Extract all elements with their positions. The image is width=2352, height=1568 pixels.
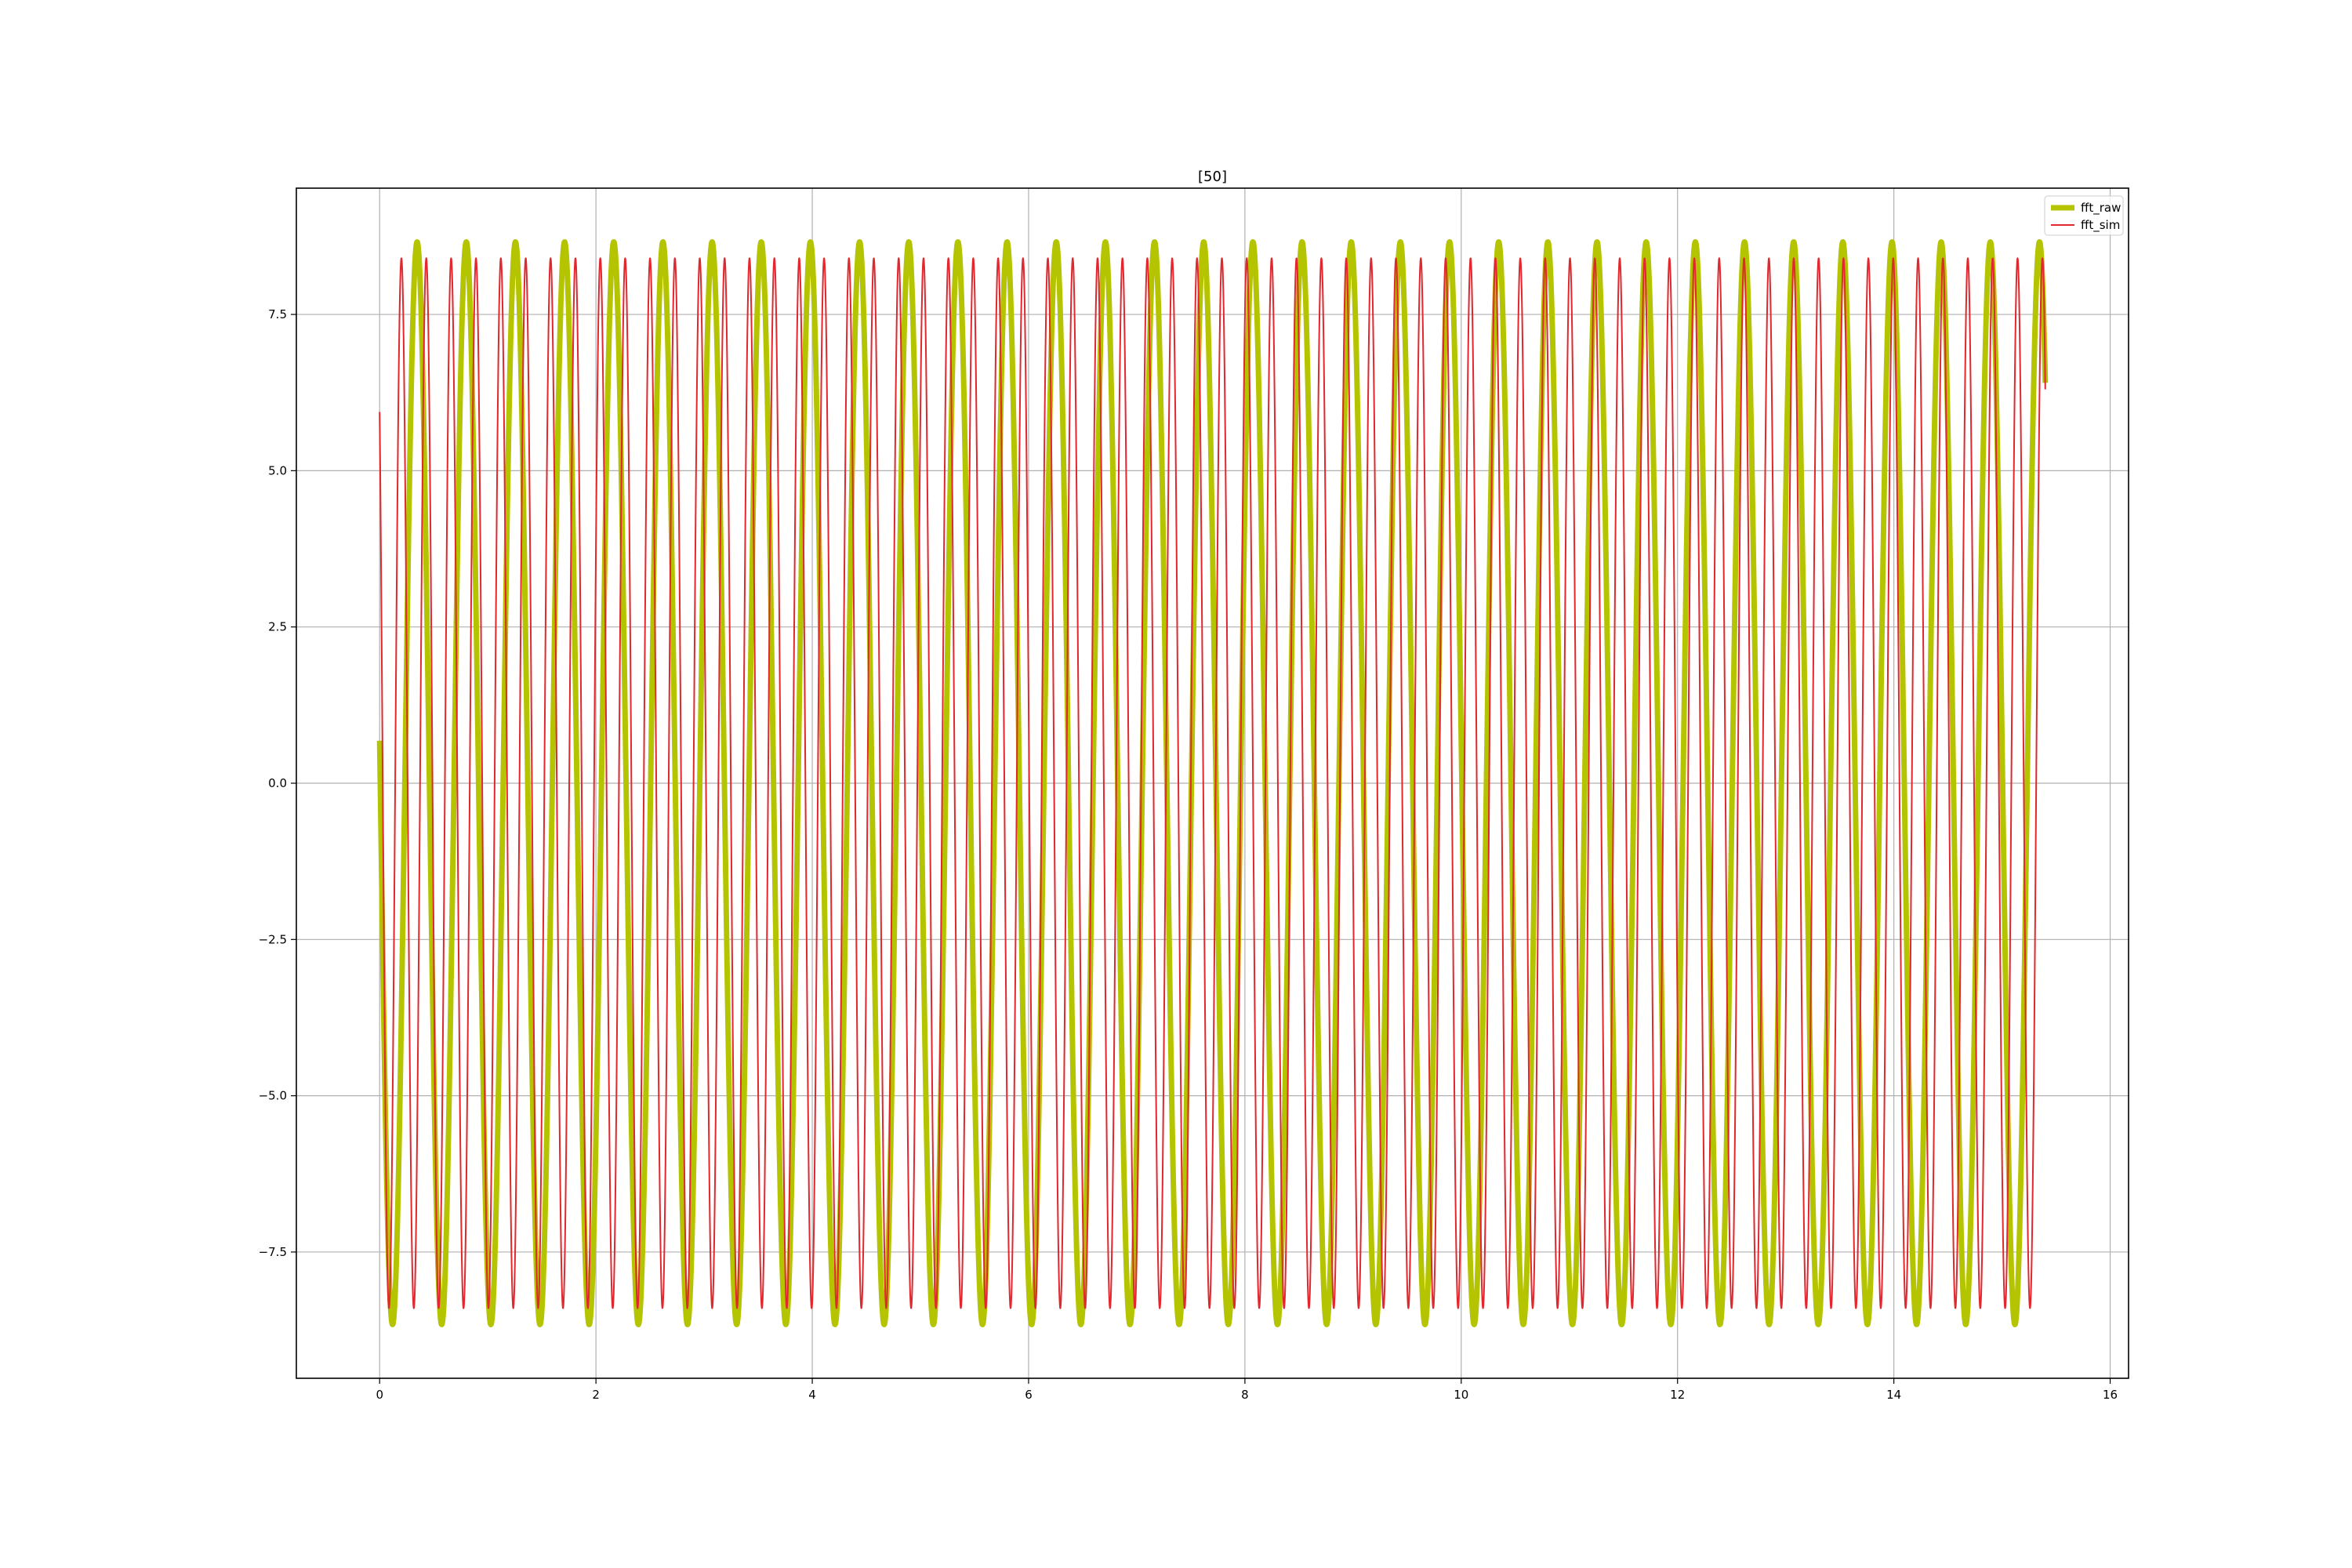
x-tick-label: 14 xyxy=(1886,1388,1901,1402)
y-axis: −7.5 −5.0 −2.5 0.0 2.5 5.0 7.5 xyxy=(259,307,296,1259)
x-tick-label: 6 xyxy=(1025,1388,1033,1402)
series-line-fft_raw xyxy=(376,239,2049,1327)
legend: fft_raw fft_sim xyxy=(2044,195,2124,236)
x-tick-label: 10 xyxy=(1454,1388,1468,1402)
legend-label-fft_sim: fft_sim xyxy=(2081,218,2120,233)
y-tick-label: 7.5 xyxy=(268,307,287,321)
y-tick-label: 5.0 xyxy=(268,463,287,477)
series-layer xyxy=(376,239,2049,1327)
y-tick-label: −5.0 xyxy=(259,1089,287,1103)
x-tick-label: 8 xyxy=(1241,1388,1249,1402)
series-line-fft_sim xyxy=(379,257,2046,1309)
legend-label-fft_raw: fft_raw xyxy=(2081,201,2121,216)
y-tick-label: 0.0 xyxy=(268,776,287,790)
chart-title: [50] xyxy=(1198,169,1227,185)
x-tick-label: 12 xyxy=(1670,1388,1685,1402)
x-tick-label: 4 xyxy=(808,1388,816,1402)
x-tick-label: 16 xyxy=(2103,1388,2118,1402)
x-tick-label: 0 xyxy=(376,1388,383,1402)
y-tick-label: 2.5 xyxy=(268,620,287,634)
y-tick-label: −2.5 xyxy=(259,932,287,946)
y-tick-label: −7.5 xyxy=(259,1245,287,1259)
x-axis: 0 2 4 6 8 10 12 14 16 xyxy=(376,1378,2118,1402)
x-tick-label: 2 xyxy=(592,1388,600,1402)
